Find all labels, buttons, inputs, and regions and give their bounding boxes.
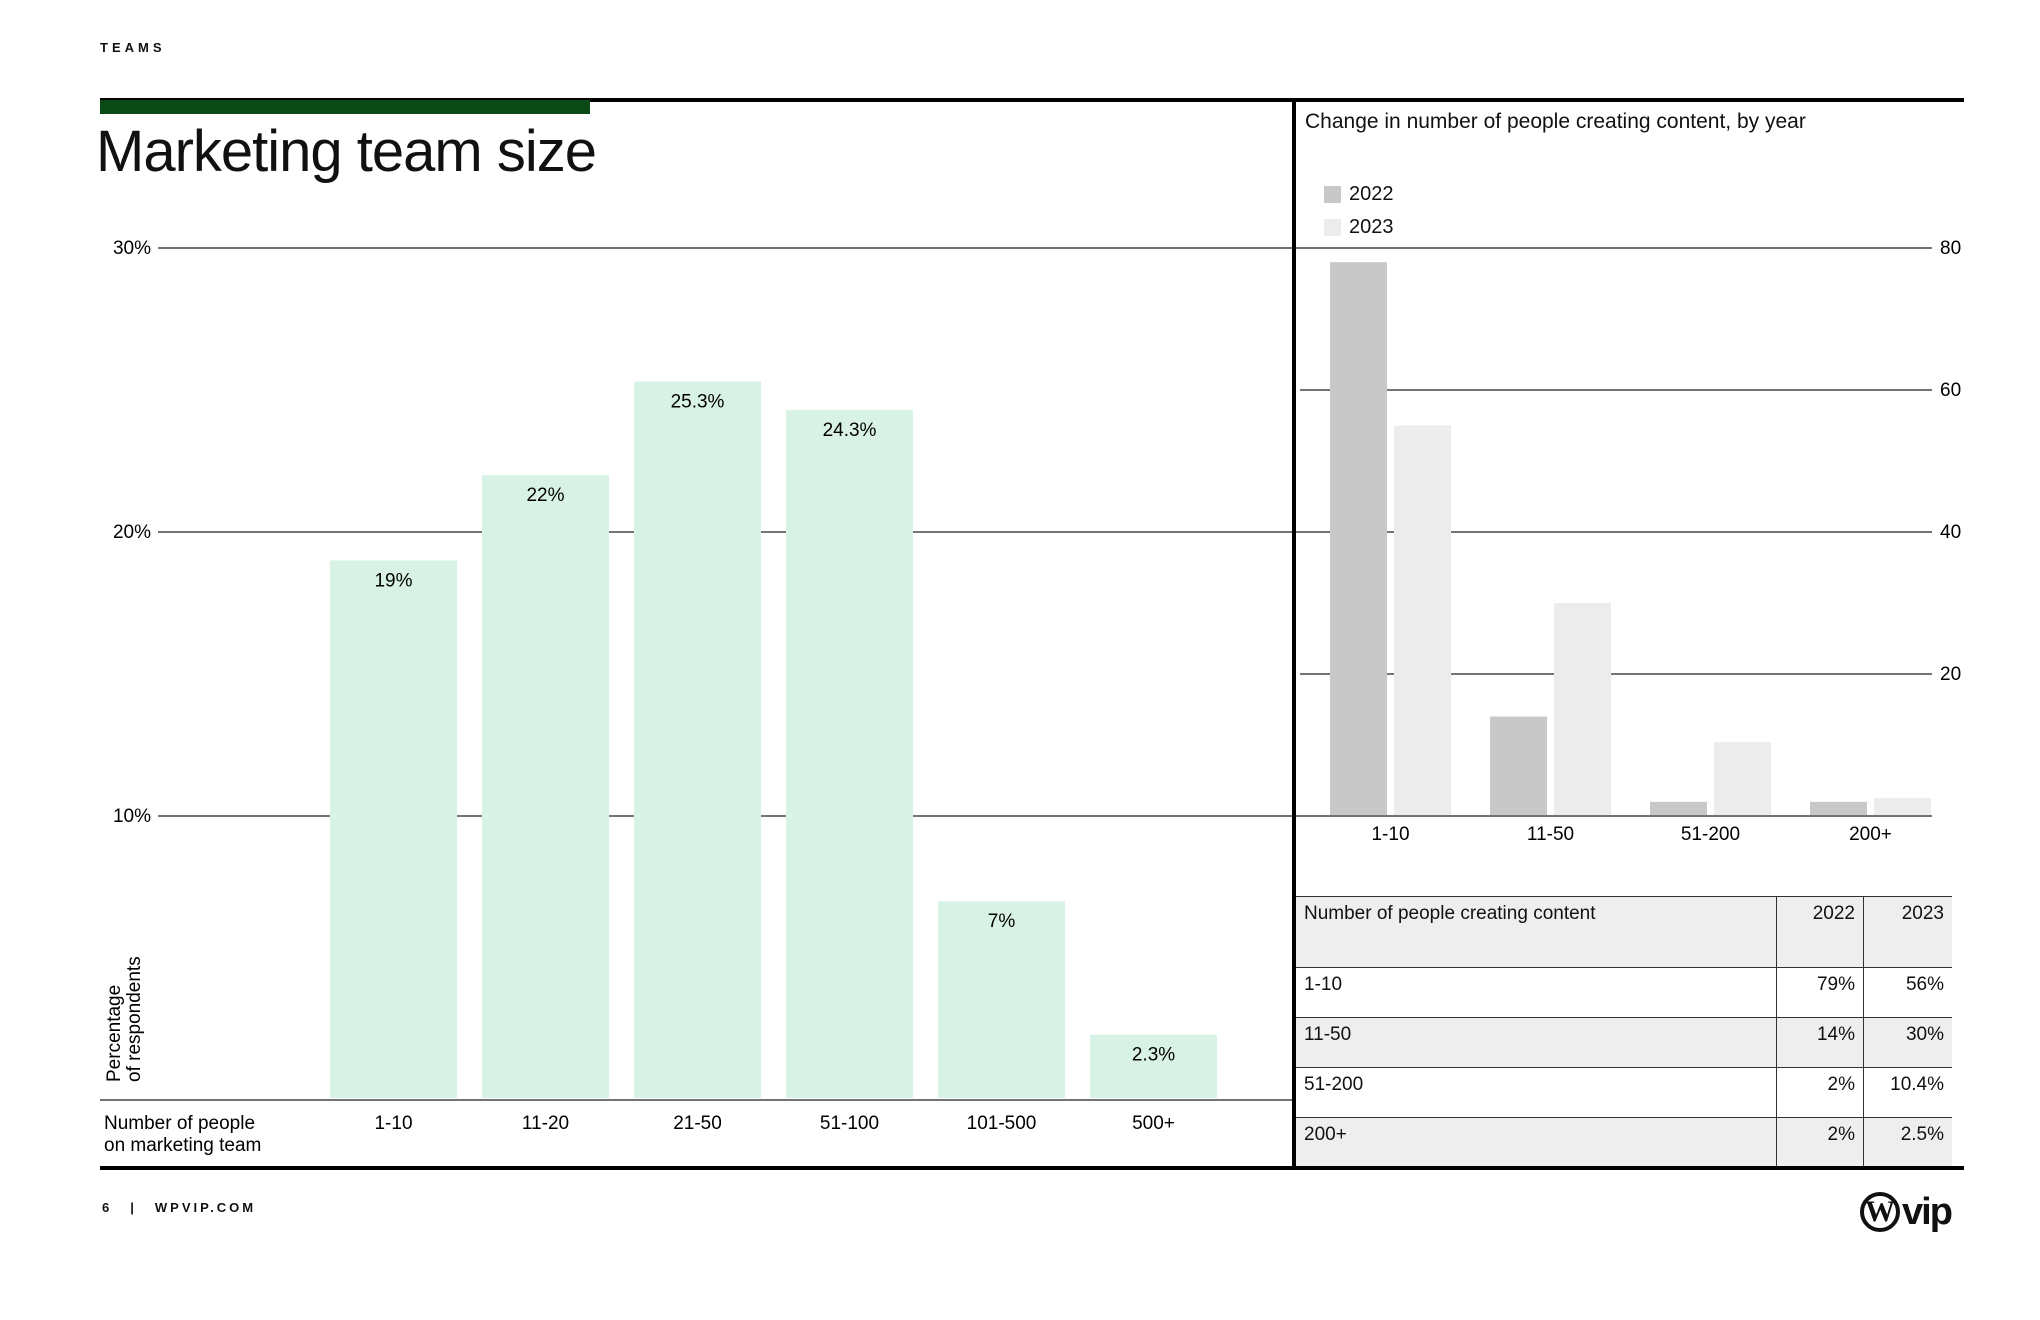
table-row: 200+ 2% 2.5% — [1296, 1117, 1952, 1167]
vertical-divider — [1292, 98, 1296, 1170]
table-row: 11-50 14% 30% — [1296, 1017, 1952, 1068]
y-tick-label: 40 — [1940, 522, 1961, 543]
bar-2022 — [1650, 801, 1707, 815]
bar — [634, 381, 761, 1099]
table-cell-category: 51-200 — [1296, 1067, 1777, 1118]
page-title: Marketing team size — [96, 119, 597, 184]
legend-item-2022: 2022 — [1324, 178, 1394, 211]
logo-text: vip — [1902, 1190, 1953, 1233]
y-tick-label: 20 — [1940, 664, 1961, 685]
right-chart-legend: 2022 2023 — [1324, 178, 1394, 244]
table-cell-2023: 2.5% — [1863, 1117, 1952, 1167]
x-tick-label: 11-20 — [522, 1113, 569, 1134]
table-cell-category: 11-50 — [1296, 1017, 1777, 1068]
top-rule — [100, 98, 1964, 102]
legend-label-2023: 2023 — [1349, 216, 1394, 238]
table-cell-2023: 10.4% — [1863, 1067, 1952, 1118]
x-tick-label: 51-100 — [820, 1113, 879, 1134]
y-tick-label: 60 — [1940, 380, 1961, 401]
table-cell-2023: 56% — [1863, 967, 1952, 1018]
legend-item-2023: 2023 — [1324, 211, 1394, 244]
y-tick-label: 10% — [113, 806, 151, 827]
content-creators-chart: 20 40 60 80 1-10 11-50 51-200 200+ — [1296, 238, 1961, 845]
x-tick-label: 1-10 — [1371, 824, 1409, 845]
table-cell-2022: 14% — [1776, 1017, 1864, 1068]
bar — [786, 409, 913, 1098]
footer-separator: | — [130, 1200, 137, 1215]
table-cell-2022: 79% — [1776, 967, 1864, 1018]
footer: 6 | WPVIP.COM — [102, 1200, 256, 1215]
table-cell-2022: 2% — [1776, 1067, 1864, 1118]
x-tick-label: 200+ — [1849, 824, 1892, 845]
bar — [482, 475, 609, 1098]
legend-swatch-2022 — [1324, 186, 1341, 203]
table-row: 51-200 2% 10.4% — [1296, 1067, 1952, 1118]
bar-value-label: 24.3% — [823, 420, 877, 441]
y-tick-label: 80 — [1940, 238, 1961, 259]
team-size-chart: 10% 20% 30% 19% 1-10 22% 11-20 25.3% 21-50 24.3% 5… — [100, 238, 1292, 1156]
x-axis-title: on marketing team — [104, 1135, 261, 1156]
bar — [1090, 1034, 1217, 1098]
bar-2023 — [1874, 798, 1931, 815]
bar — [330, 560, 457, 1098]
table-row: 1-10 79% 56% — [1296, 967, 1952, 1018]
table-cell-category: 1-10 — [1296, 967, 1777, 1018]
title-accent-bar — [100, 100, 590, 114]
bottom-rule — [100, 1166, 1964, 1170]
bar-2023 — [1714, 742, 1771, 815]
x-tick-label: 500+ — [1132, 1113, 1175, 1134]
table-header-category: Number of people creating content — [1296, 896, 1777, 968]
x-tick-label: 51-200 — [1681, 824, 1740, 845]
bar-2023 — [1554, 603, 1611, 815]
content-creators-table: Number of people creating content 2022 2… — [1296, 896, 1952, 1167]
legend-swatch-2023 — [1324, 219, 1341, 236]
bar — [938, 901, 1065, 1098]
y-tick-label: 30% — [113, 238, 151, 259]
page-number: 6 — [102, 1200, 113, 1215]
x-tick-label: 11-50 — [1527, 824, 1574, 845]
x-tick-label: 1-10 — [374, 1113, 412, 1134]
table-header-2022: 2022 — [1776, 896, 1864, 968]
table-cell-2023: 30% — [1863, 1017, 1952, 1068]
bar-2022 — [1330, 262, 1387, 815]
bar-value-label: 2.3% — [1132, 1045, 1175, 1066]
bar-2022 — [1490, 716, 1547, 815]
footer-site-link[interactable]: WPVIP.COM — [154, 1200, 257, 1215]
wordpress-logo-icon: W — [1860, 1192, 1900, 1232]
y-axis-title: Percentage — [104, 985, 125, 1082]
table-cell-category: 200+ — [1296, 1117, 1777, 1167]
bar-2023 — [1394, 425, 1451, 815]
section-label: TEAMS — [100, 40, 166, 55]
x-tick-label: 101-500 — [967, 1113, 1037, 1134]
bar-value-label: 25.3% — [671, 391, 725, 412]
y-tick-label: 20% — [113, 522, 151, 543]
table-header-row: Number of people creating content 2022 2… — [1296, 896, 1952, 968]
wpvip-logo[interactable]: W vip — [1860, 1188, 1956, 1236]
right-chart-title: Change in number of people creating cont… — [1305, 110, 1806, 133]
bar-2022 — [1810, 801, 1867, 815]
bar-value-label: 7% — [988, 911, 1016, 932]
bar-value-label: 22% — [526, 485, 564, 506]
bar-value-label: 19% — [374, 570, 412, 591]
x-axis-title: Number of people — [104, 1113, 255, 1134]
legend-label-2022: 2022 — [1349, 183, 1394, 205]
y-axis-title: of respondents — [124, 956, 145, 1082]
table-header-2023: 2023 — [1863, 896, 1952, 968]
table-cell-2022: 2% — [1776, 1117, 1864, 1167]
x-tick-label: 21-50 — [673, 1113, 722, 1134]
